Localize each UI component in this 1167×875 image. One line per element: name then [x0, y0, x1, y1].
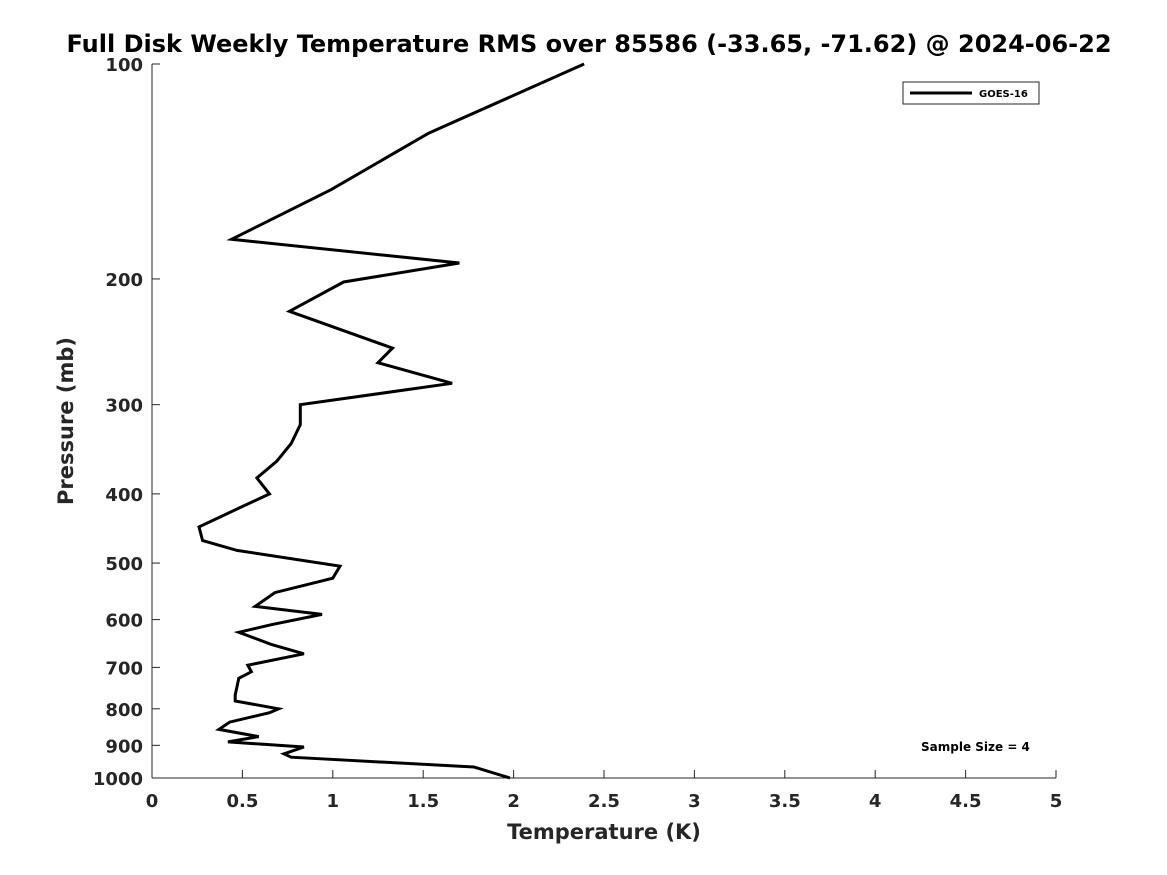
y-tick-label: 600: [105, 611, 143, 632]
x-tick-label: 2.5: [588, 791, 620, 812]
x-axis-label: Temperature (K): [507, 820, 701, 844]
x-tick-label: 4.5: [950, 791, 982, 812]
x-tick-label: 0: [146, 791, 159, 812]
x-tick-label: 2: [507, 791, 520, 812]
chart-title: Full Disk Weekly Temperature RMS over 85…: [66, 30, 1111, 58]
series-line-goes-16: [197, 62, 585, 780]
x-tick-label: 5: [1050, 791, 1063, 812]
y-tick-label: 400: [105, 485, 143, 506]
y-tick-label: 700: [105, 658, 143, 679]
y-tick-label: 300: [105, 396, 143, 417]
x-tick-label: 1.5: [407, 791, 439, 812]
series-layer: [197, 62, 585, 780]
y-tick-label: 1000: [93, 769, 143, 790]
x-tick-label: 0.5: [226, 791, 258, 812]
y-tick-label: 200: [105, 270, 143, 291]
y-tick-label: 800: [105, 700, 143, 721]
plot-area: [151, 64, 1056, 779]
legend-label-goes-16: GOES-16: [979, 89, 1028, 100]
y-tick-label: 900: [105, 736, 143, 757]
x-tick-label: 1: [327, 791, 340, 812]
legend: GOES-16: [902, 81, 1040, 105]
y-axis-label: Pressure (mb): [54, 337, 78, 505]
x-tick-label: 3.5: [769, 791, 801, 812]
x-tick-label: 4: [869, 791, 882, 812]
y-tick-label: 500: [105, 554, 143, 575]
x-axis-ticks: 0 0.5 1 1.5 2 2.5 3 3.5 4 4.5 5: [146, 770, 1063, 812]
y-axis-ticks: 100 200 300 400 500 600 700 800 900 1000: [93, 55, 160, 790]
y-tick-label: 100: [105, 55, 143, 76]
x-tick-label: 3: [688, 791, 701, 812]
sample-size-annotation: Sample Size = 4: [921, 740, 1030, 754]
